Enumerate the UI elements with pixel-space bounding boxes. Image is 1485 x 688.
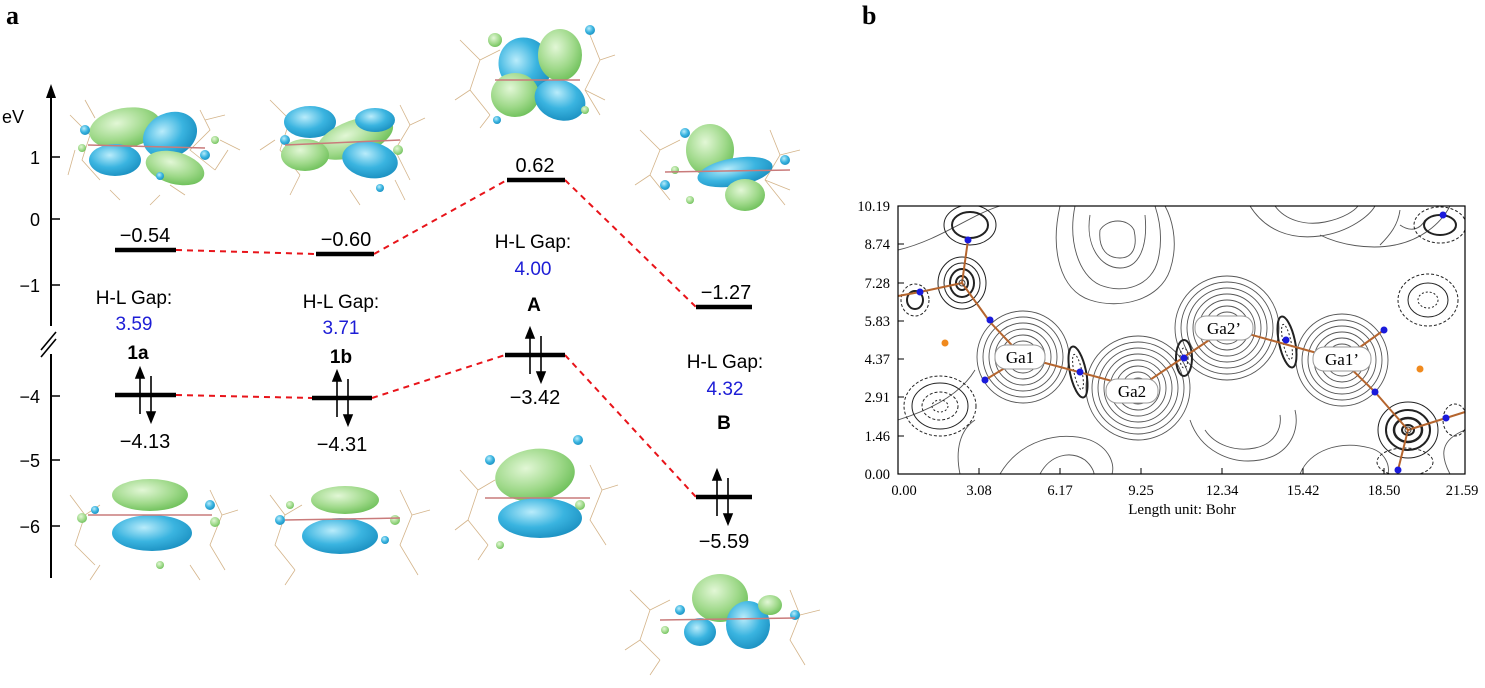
x-tick-9-25: 9.25 <box>1128 483 1153 499</box>
y-tick-0-00: 0.00 <box>865 467 890 483</box>
x-tick-12-34: 12.34 <box>1206 483 1239 499</box>
x-tick-6-17: 6.17 <box>1047 483 1072 499</box>
lumo-value-A: 0.62 <box>516 155 555 177</box>
y-tick-4-37: 4.37 <box>865 352 890 368</box>
energy-axis: eV 1 0 −1 −4 −5 −6 <box>2 84 60 578</box>
compound-label-1b: 1b <box>330 347 352 368</box>
dense-region-top-right <box>1397 206 1465 327</box>
tick-label-minus-4: −4 <box>19 387 40 407</box>
y-tick-marks <box>898 205 904 475</box>
axis-break-mark-upper <box>40 331 57 351</box>
homo-value-1b: −4.31 <box>317 434 368 456</box>
lumo-value-1a: −0.54 <box>120 225 171 247</box>
gap-label-1b: H-L Gap: <box>303 292 379 313</box>
electron-pairs <box>134 325 734 527</box>
orbital-homo-1b <box>269 486 431 586</box>
gap-label-1a: H-L Gap: <box>96 288 172 309</box>
x-tick-marks <box>897 468 1466 474</box>
y-tick-7-28: 7.28 <box>865 276 890 292</box>
energy-levels <box>115 177 752 500</box>
atom-label-ga1: Ga1 <box>1006 348 1034 367</box>
homo-value-A: −3.42 <box>510 387 561 409</box>
gap-value-B: 4.32 <box>707 379 744 400</box>
gap-label-A: H-L Gap: <box>495 232 571 253</box>
lumo-value-B: −1.27 <box>701 282 752 304</box>
electron-pair-1b <box>331 368 354 428</box>
lumo-value-1b: −0.60 <box>321 229 372 251</box>
axis-break-mark-lower <box>40 338 57 358</box>
compound-label-A: A <box>527 295 541 316</box>
bond-lobes <box>1067 315 1298 399</box>
x-tick-18-50: 18.50 <box>1368 483 1401 499</box>
orbital-homo-1a <box>69 479 239 581</box>
gap-label-B: H-L Gap: <box>687 352 763 373</box>
tick-label-minus-5: −5 <box>19 451 40 471</box>
x-tick-21-59: 21.59 <box>1446 483 1479 499</box>
electron-pair-A <box>524 325 547 385</box>
x-tick-labels: 0.00 3.08 6.17 9.25 12.34 15.42 18.50 21… <box>891 483 1478 499</box>
dense-region-bottom-left <box>903 375 977 437</box>
compound-label-1a: 1a <box>127 343 149 364</box>
ring-critical-points <box>941 339 1424 373</box>
y-tick-5-83: 5.83 <box>865 314 890 330</box>
dense-region-top-left <box>900 206 997 317</box>
orbital-lumo-A <box>454 25 616 129</box>
tick-label-minus-1: −1 <box>19 276 40 296</box>
homo-value-B: −5.59 <box>699 531 750 553</box>
y-tick-1-46: 1.46 <box>865 429 890 445</box>
y-tick-labels: 10.19 8.74 7.28 5.83 4.37 2.91 1.46 0.00 <box>857 199 890 483</box>
bond-critical-points <box>916 211 1450 474</box>
panel-a-label: a <box>6 1 19 30</box>
electron-pair-B <box>711 467 734 527</box>
orbital-lumo-1a <box>67 99 241 206</box>
gap-value-A: 4.00 <box>515 259 552 280</box>
energy-axis-unit: eV <box>2 107 24 127</box>
homo-value-1a: −4.13 <box>120 431 171 453</box>
gap-value-1b: 3.71 <box>323 318 360 339</box>
nuclei <box>958 279 1412 434</box>
atom-label-ga2: Ga2 <box>1118 382 1146 401</box>
electron-pair-1a <box>134 365 157 425</box>
gap-value-1a: 3.59 <box>116 314 153 335</box>
orbital-lumo-B <box>634 124 801 211</box>
y-tick-8-74: 8.74 <box>865 237 891 253</box>
plot-frame <box>897 205 1466 475</box>
level-connectors <box>175 179 697 498</box>
atom-label-ga1-prime: Ga1’ <box>1325 350 1359 369</box>
orbital-lumo-1b <box>259 99 426 206</box>
contour-plot: Ga1 Ga2 Ga2’ Ga1’ 10.19 8.74 7.28 5.83 4… <box>857 199 1478 518</box>
tick-label-minus-6: −6 <box>19 517 40 537</box>
atom-label-ga2-prime: Ga2’ <box>1207 319 1241 338</box>
atom-labels: Ga1 Ga2 Ga2’ Ga1’ <box>994 315 1372 404</box>
orbital-homo-B <box>624 574 821 676</box>
y-tick-10-19: 10.19 <box>857 199 890 215</box>
y-tick-2-91: 2.91 <box>865 390 890 406</box>
orbital-homo-A <box>454 435 619 561</box>
x-axis-label: Length unit: Bohr <box>1128 502 1236 518</box>
tick-label-0: 0 <box>30 210 40 230</box>
compound-label-B: B <box>717 413 731 434</box>
dense-region-bottom-right <box>1376 401 1465 474</box>
x-tick-0-00: 0.00 <box>891 483 916 499</box>
x-tick-3-08: 3.08 <box>966 483 991 499</box>
panel-b-label: b <box>862 1 876 30</box>
tick-label-1: 1 <box>30 148 40 168</box>
x-tick-15-42: 15.42 <box>1287 483 1320 499</box>
